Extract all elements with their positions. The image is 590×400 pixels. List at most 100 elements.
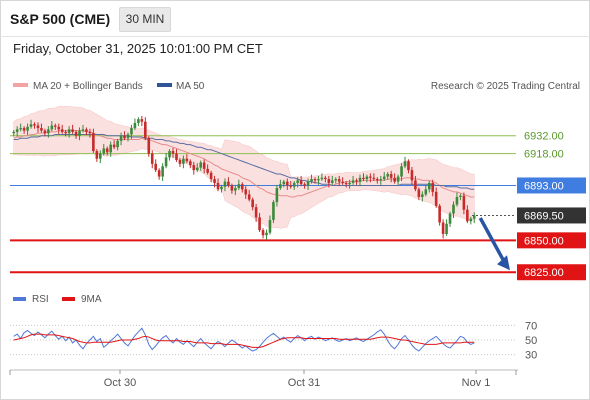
rsi-ma-line	[13, 333, 475, 348]
candle-body	[254, 207, 258, 218]
candle-body	[116, 140, 119, 148]
candle-body	[64, 131, 67, 134]
resistance-label: 6932.00	[524, 131, 564, 143]
header-divider	[0, 36, 590, 37]
ma9-legend-swatch	[62, 297, 75, 301]
candle-body	[372, 177, 376, 180]
candle-body	[92, 133, 95, 152]
candle-body	[237, 184, 241, 189]
support-label: 6850.00	[524, 235, 564, 247]
candle-body	[251, 199, 254, 208]
candle-body	[421, 194, 424, 197]
pivot-label: 6893.00	[524, 180, 564, 192]
candle-body	[317, 179, 320, 181]
candle-body	[26, 126, 29, 131]
candle-body	[240, 184, 244, 190]
candle-body	[310, 179, 313, 182]
rsi-tick-label: 70	[525, 320, 537, 332]
candle-body	[60, 129, 64, 132]
candle-body	[144, 121, 147, 139]
candle-body	[192, 165, 196, 171]
candle-body	[272, 202, 275, 220]
candle-body	[382, 176, 386, 180]
candle-body	[171, 151, 175, 154]
ma20-legend-swatch	[13, 83, 28, 87]
candle-body	[157, 170, 161, 177]
candle-body	[119, 135, 123, 141]
timeframe-button[interactable]: 30 MIN	[119, 7, 171, 32]
x-tick-label: Nov 1	[462, 377, 491, 389]
candle-body	[414, 180, 417, 190]
candle-body	[427, 182, 431, 190]
candle-body	[234, 188, 237, 191]
candle-body	[102, 148, 106, 154]
rsi-panel: 70 50 30	[10, 320, 537, 362]
candle-body	[448, 213, 452, 224]
candle-body	[289, 185, 293, 187]
level-labels: 6932.00 6918.00 6893.00 6869.50 6850.00 6825.…	[517, 131, 586, 281]
support-label-box	[517, 264, 586, 281]
candle-body	[50, 125, 54, 130]
rsi-legend-label: RSI	[32, 294, 49, 305]
candle-body	[393, 177, 396, 182]
candle-body	[400, 166, 403, 177]
candle-body	[29, 124, 33, 127]
candle-body	[376, 179, 379, 181]
candle-body	[164, 157, 168, 167]
x-tick-label: Oct 31	[288, 377, 320, 389]
resistance-label: 6918.00	[524, 149, 564, 161]
arrow-head	[497, 255, 510, 271]
support-label-box	[517, 232, 586, 249]
candle-body	[98, 153, 102, 159]
candle-body	[466, 209, 469, 222]
candle-body	[462, 195, 466, 210]
candle-body	[337, 179, 341, 182]
candle-body	[445, 223, 448, 234]
candle-body	[88, 131, 92, 134]
candle-body	[258, 217, 261, 231]
candle-body	[223, 181, 227, 187]
candle-body	[109, 144, 112, 153]
candle-body	[324, 177, 327, 180]
candle-body	[213, 179, 216, 183]
candle-body	[67, 129, 71, 134]
candle-body	[396, 176, 400, 182]
candle-body	[407, 161, 410, 171]
candle-body	[175, 153, 178, 160]
candle-body	[182, 158, 185, 164]
datetime-label: Friday, October 31, 2025 10:01:00 PM CET	[13, 41, 263, 56]
candle-body	[185, 158, 189, 162]
rsi-tick-label: 50	[525, 335, 537, 347]
candle-body	[348, 182, 351, 185]
candle-body	[275, 188, 279, 203]
candle-body	[379, 179, 383, 181]
candle-body	[161, 166, 164, 177]
candle-body	[362, 177, 365, 180]
rsi-legend-swatch	[13, 297, 26, 301]
candle-body	[22, 128, 26, 131]
candle-body	[85, 129, 88, 132]
candle-body	[285, 181, 289, 186]
candle-body	[303, 184, 306, 186]
header-bar: S&P 500 (CME) 30 MIN	[0, 0, 590, 36]
candle-body	[327, 179, 331, 183]
candle-body	[455, 196, 459, 205]
candle-body	[178, 159, 182, 164]
ma50-legend-swatch	[157, 83, 172, 87]
rsi-line	[13, 327, 475, 352]
candle-body	[265, 232, 268, 236]
candle-body	[123, 135, 126, 139]
candle-body	[15, 129, 19, 132]
candle-body	[53, 125, 57, 127]
candle-body	[130, 128, 133, 135]
arrow-shaft	[478, 217, 507, 265]
support-label: 6825.00	[524, 267, 564, 279]
candle-body	[268, 219, 272, 233]
candle-body	[33, 124, 36, 126]
candle-body	[417, 189, 421, 197]
candle-body	[410, 170, 414, 181]
candle-body	[137, 119, 140, 123]
candle-body	[424, 189, 428, 195]
candle-body	[434, 191, 438, 206]
